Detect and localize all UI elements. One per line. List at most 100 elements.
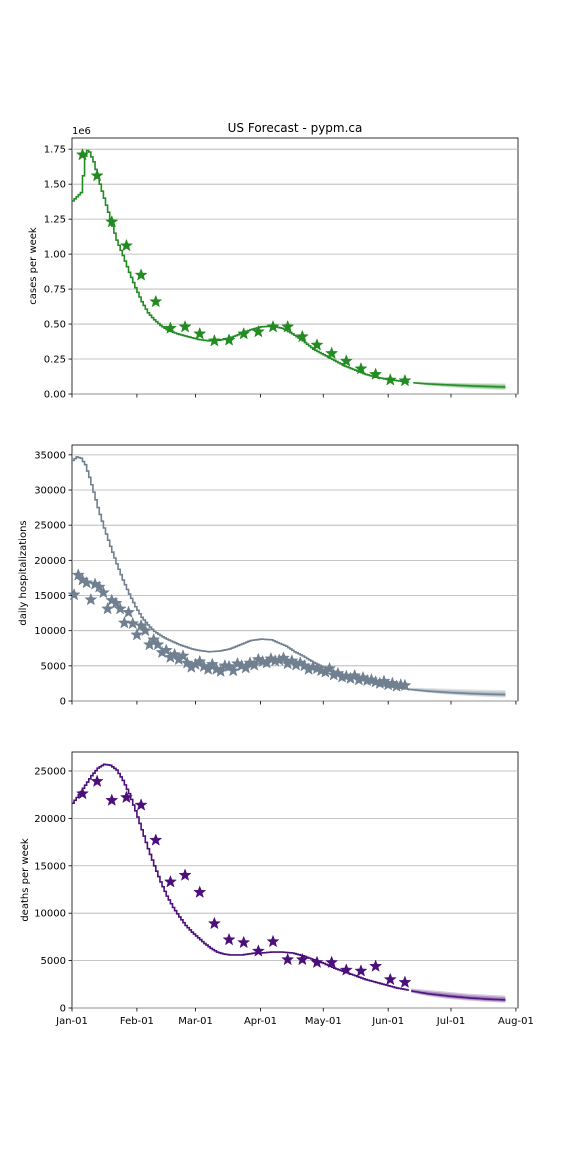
cases-observed-point xyxy=(251,324,265,338)
cases-observed-point xyxy=(222,333,236,346)
hospitalizations-observed-point xyxy=(96,585,110,599)
hospitalizations-observed-point xyxy=(126,616,140,630)
deaths-observed-point xyxy=(383,972,397,986)
hospitalizations-observed-point xyxy=(138,623,152,637)
cases-y-tick-label: 1.50 xyxy=(44,180,66,191)
deaths-x-ticks: Jan-01 Feb-01 Mar-01 Apr-01 May-01 Jun-01 Jul-… xyxy=(55,1008,534,1027)
deaths-y-tick-label: 20000 xyxy=(34,814,66,825)
cases-model-curve xyxy=(72,149,410,383)
x-tick-label: Jun-01 xyxy=(371,1016,404,1027)
cases-observed-point xyxy=(266,319,280,333)
deaths-observed-point xyxy=(281,952,295,966)
hospitalizations-observed-point xyxy=(67,587,81,601)
hospitalizations-observed-point xyxy=(109,596,123,609)
deaths-observed-point xyxy=(237,935,251,949)
figure-title: US Forecast - pypm.ca xyxy=(228,121,363,135)
cases-observed-point xyxy=(383,373,397,386)
cases-observed-point xyxy=(149,294,163,308)
hospitalizations-observed-point xyxy=(176,649,190,662)
hospitalizations-observed-point xyxy=(130,627,144,641)
x-tick-label: Feb-01 xyxy=(120,1016,154,1027)
deaths-observed-point xyxy=(193,885,207,898)
hospitalizations-observed-point xyxy=(84,592,98,606)
hospitalizations-observed-point xyxy=(92,580,106,593)
x-tick-label: May-01 xyxy=(305,1016,342,1027)
cases-observed-point xyxy=(207,333,221,347)
cases-observed-point xyxy=(237,326,251,340)
cases-y-ticks: 0.00 0.25 0.50 0.75 1.00 1.25 1.50 1.75 xyxy=(44,145,72,401)
deaths-y-tick-label: 10000 xyxy=(34,909,66,920)
hospitalizations-observed-point xyxy=(276,651,291,664)
deaths-y-ticks: 0 5000 10000 15000 20000 25000 xyxy=(34,766,72,1015)
cases-observed-point xyxy=(339,354,353,367)
hospitalizations-y-tick-label: 30000 xyxy=(34,486,66,497)
cases-observed-point xyxy=(178,319,192,333)
hospitalizations-observed-point xyxy=(205,657,219,671)
x-tick-label: Jul-01 xyxy=(436,1016,465,1027)
hospitalizations-observed-point xyxy=(117,616,131,629)
hospitalizations-y-tick-label: 20000 xyxy=(34,556,66,567)
hospitalizations-observed-point xyxy=(147,632,161,646)
hospitalizations-observed-point xyxy=(226,663,240,677)
hospitalizations-observed-point xyxy=(159,643,173,656)
cases-observed-point xyxy=(134,268,148,281)
deaths-observed-point xyxy=(178,868,192,881)
deaths-y-tick-label: 5000 xyxy=(41,956,66,967)
cases-observed-point xyxy=(163,321,177,334)
deaths-y-tick-label: 0 xyxy=(60,1004,66,1015)
hospitalizations-observed-point xyxy=(80,575,94,589)
cases-observed-point xyxy=(369,367,383,381)
hospitalizations-observed-point xyxy=(168,647,182,661)
hospitalizations-y-tick-label: 35000 xyxy=(34,450,66,461)
hospitalizations-y-tick-label: 0 xyxy=(60,697,66,708)
cases-y-tick-label: 1.75 xyxy=(44,145,66,156)
deaths-observed-point xyxy=(251,944,265,957)
cases-y-tick-label: 1.25 xyxy=(44,215,66,226)
hospitalizations-observed-point xyxy=(151,637,165,651)
hospitalizations-y-axis-label: daily hospitalizations xyxy=(18,520,29,625)
hospitalizations-observed-points xyxy=(67,568,412,692)
deaths-observed-point xyxy=(266,934,280,948)
hospitalizations-y-ticks: 0 5000 10000 15000 20000 25000 30000 35000 xyxy=(34,450,72,708)
hospitalizations-observed-point xyxy=(214,664,228,678)
x-tick-label: Mar-01 xyxy=(178,1016,213,1027)
hospitalizations-observed-point xyxy=(247,658,261,671)
x-tick-label: Apr-01 xyxy=(244,1016,277,1027)
hospitalizations-observed-point xyxy=(322,661,337,675)
cases-forecast-median xyxy=(413,382,506,388)
cases-observed-point xyxy=(325,346,339,360)
cases-plot-frame xyxy=(71,137,519,395)
deaths-observed-point xyxy=(105,793,119,806)
hospitalizations-observed-point xyxy=(193,654,207,668)
hospitalizations-model-curve xyxy=(72,456,410,690)
deaths-gridlines xyxy=(72,770,518,1009)
cases-observed-point xyxy=(354,361,368,375)
cases-panel: 0.00 0.25 0.50 0.75 1.00 1.25 1.50 1.75 cases p… xyxy=(28,126,519,401)
cases-offset-label: 1e6 xyxy=(72,126,91,137)
cases-observed-point xyxy=(75,147,90,161)
deaths-forecast-band xyxy=(411,988,506,1003)
deaths-panel: 0 5000 10000 15000 20000 25000 Jan-01 Feb-01 Ma… xyxy=(20,751,534,1027)
hospitalizations-model-line xyxy=(72,456,410,690)
hospitalizations-y-tick-label: 15000 xyxy=(34,591,66,602)
cases-y-tick-label: 0.00 xyxy=(44,390,66,401)
deaths-observed-point xyxy=(75,786,90,800)
cases-observed-point xyxy=(310,338,324,351)
hospitalizations-y-tick-label: 10000 xyxy=(34,626,66,637)
hospitalizations-observed-point xyxy=(101,601,115,615)
hospitalizations-observed-point xyxy=(113,601,127,615)
cases-observed-points xyxy=(75,147,412,387)
deaths-observed-point xyxy=(163,874,177,888)
cases-model-line xyxy=(72,149,410,383)
cases-observed-point xyxy=(90,168,104,182)
hospitalizations-panel: 0 5000 10000 15000 20000 25000 30000 35000 dail… xyxy=(18,444,519,708)
cases-y-axis-label: cases per week xyxy=(28,227,39,305)
cases-observed-point xyxy=(295,329,309,343)
hospitalizations-forecast-median xyxy=(409,688,506,696)
deaths-forecast-median xyxy=(411,990,506,1001)
deaths-model-line xyxy=(72,763,410,991)
deaths-observed-point xyxy=(325,955,339,969)
deaths-observed-point xyxy=(149,833,163,846)
cases-observed-point xyxy=(193,326,207,340)
